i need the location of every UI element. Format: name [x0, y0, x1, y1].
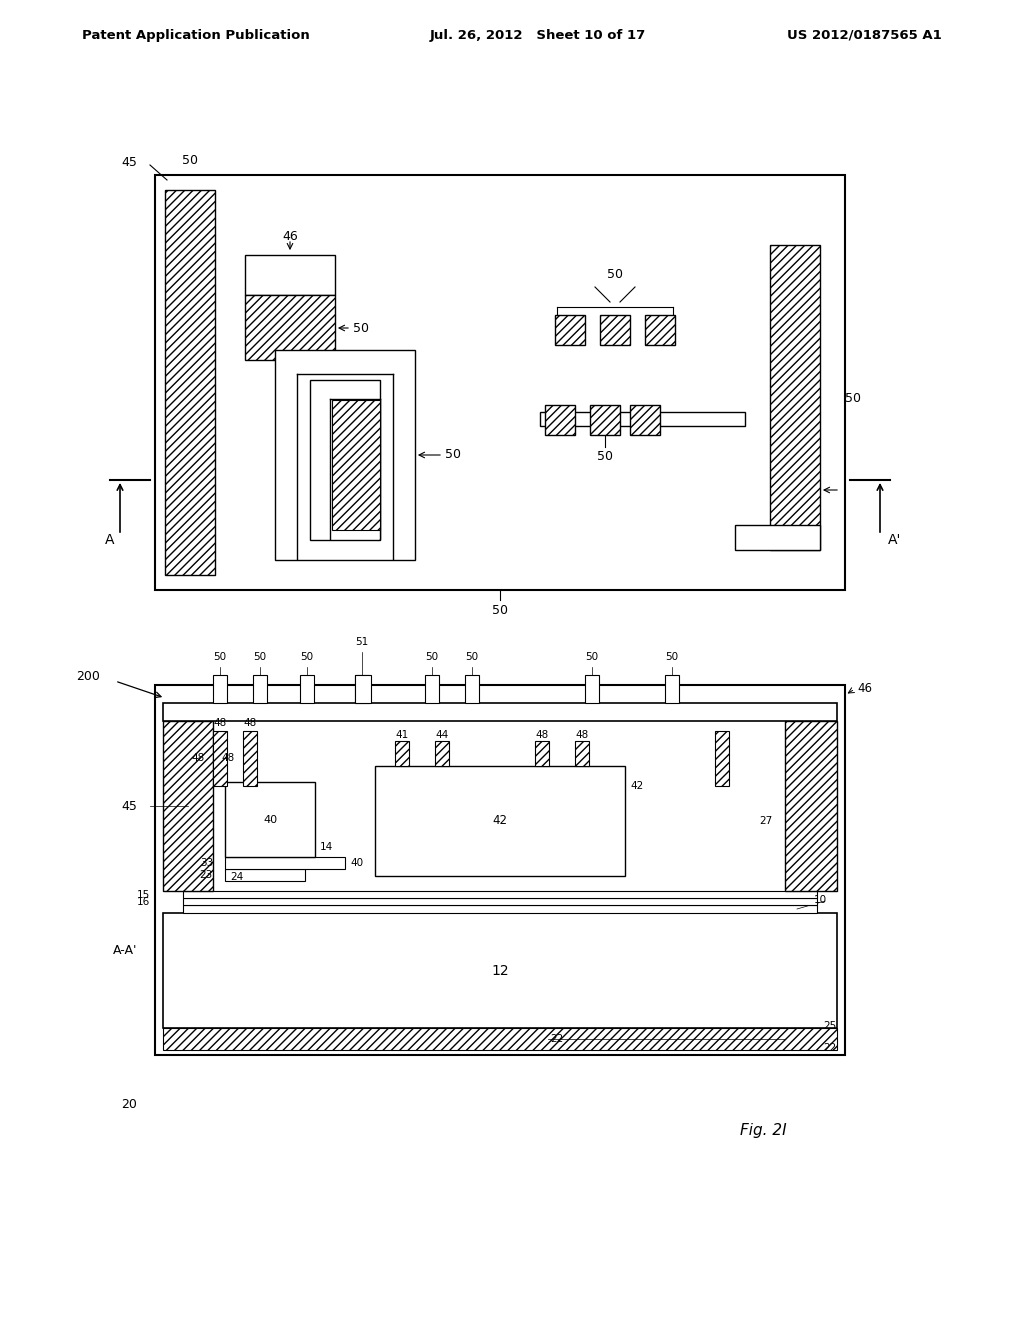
Text: US 2012/0187565 A1: US 2012/0187565 A1 — [787, 29, 942, 41]
Text: 48: 48 — [244, 718, 257, 729]
Bar — [375, 766, 625, 876]
Text: 50: 50 — [213, 652, 226, 663]
Text: 44: 44 — [435, 730, 449, 741]
Text: 46: 46 — [857, 681, 872, 694]
Bar — [425, 675, 439, 704]
Text: 50: 50 — [253, 652, 266, 663]
Bar — [535, 741, 549, 766]
Bar — [155, 685, 845, 1055]
Text: 25: 25 — [823, 1020, 837, 1031]
Bar — [330, 399, 380, 539]
Bar — [395, 741, 409, 766]
Text: 20: 20 — [121, 1098, 137, 1111]
Bar — [332, 400, 380, 531]
Text: 50: 50 — [353, 322, 369, 334]
Bar — [355, 675, 371, 704]
Text: 48: 48 — [536, 730, 549, 741]
Bar — [155, 176, 845, 590]
Text: 48: 48 — [213, 718, 226, 729]
Text: 22: 22 — [823, 1043, 837, 1053]
Bar — [600, 315, 630, 345]
Text: A: A — [105, 533, 115, 546]
Bar — [297, 374, 393, 558]
Bar — [630, 405, 660, 436]
Text: 50: 50 — [466, 652, 478, 663]
Bar — [665, 675, 679, 704]
Text: 50: 50 — [445, 449, 461, 462]
Text: 40: 40 — [350, 858, 364, 869]
Text: 48: 48 — [575, 730, 589, 741]
Bar — [770, 246, 820, 550]
Bar — [540, 412, 745, 426]
Bar — [225, 857, 345, 869]
Bar — [555, 315, 585, 345]
Bar — [575, 741, 589, 766]
Bar — [243, 731, 257, 785]
Text: 50: 50 — [492, 603, 508, 616]
Bar — [735, 525, 820, 550]
Bar — [225, 781, 315, 857]
Bar — [645, 315, 675, 345]
Text: 24: 24 — [230, 873, 244, 882]
Bar — [300, 675, 314, 704]
Text: 42: 42 — [630, 781, 643, 791]
Bar — [435, 741, 449, 766]
Bar — [183, 906, 817, 913]
Bar — [545, 405, 575, 436]
Bar — [183, 898, 817, 906]
Bar — [785, 721, 837, 891]
Text: 41: 41 — [395, 730, 409, 741]
Text: 33: 33 — [200, 858, 213, 869]
Text: Fig. 2I: Fig. 2I — [740, 1122, 786, 1138]
Text: 45: 45 — [121, 800, 137, 813]
Bar — [163, 913, 837, 1028]
Text: 12: 12 — [492, 964, 509, 978]
Text: 45: 45 — [121, 157, 137, 169]
Text: 48: 48 — [222, 752, 234, 763]
Bar — [465, 675, 479, 704]
Text: 50: 50 — [597, 450, 613, 463]
Bar — [355, 675, 369, 704]
Text: A': A' — [888, 533, 902, 546]
Bar — [225, 869, 305, 880]
Text: 16: 16 — [137, 898, 150, 907]
Text: 23: 23 — [200, 870, 213, 880]
Text: 46: 46 — [283, 231, 298, 243]
Bar — [253, 675, 267, 704]
Text: 50: 50 — [300, 652, 313, 663]
Text: 48: 48 — [191, 752, 205, 763]
Text: Jul. 26, 2012   Sheet 10 of 17: Jul. 26, 2012 Sheet 10 of 17 — [430, 29, 646, 41]
Bar — [213, 731, 227, 785]
Bar — [585, 675, 599, 704]
Bar — [245, 255, 335, 294]
Text: 50: 50 — [666, 652, 679, 663]
Bar — [163, 704, 837, 721]
Text: 40: 40 — [263, 814, 278, 825]
Text: 10: 10 — [814, 895, 827, 906]
Text: 27: 27 — [760, 816, 773, 826]
Bar — [310, 380, 380, 540]
Bar — [245, 294, 335, 360]
Bar — [163, 1028, 837, 1049]
Bar — [275, 350, 415, 560]
Text: 22: 22 — [550, 1034, 563, 1044]
Bar — [165, 190, 215, 576]
Text: 14: 14 — [319, 842, 333, 851]
Text: 51: 51 — [355, 638, 369, 647]
Text: 200: 200 — [76, 669, 100, 682]
Text: 42: 42 — [493, 814, 508, 828]
Text: 15: 15 — [137, 890, 150, 900]
Text: 50: 50 — [425, 652, 438, 663]
Bar — [163, 721, 213, 891]
Bar — [715, 731, 729, 785]
Text: A-A': A-A' — [113, 945, 137, 957]
Text: 50: 50 — [607, 268, 623, 281]
Text: 50: 50 — [845, 392, 861, 404]
Text: 50: 50 — [182, 153, 198, 166]
Bar — [213, 675, 227, 704]
Text: 50: 50 — [586, 652, 599, 663]
Bar — [590, 405, 620, 436]
Text: Patent Application Publication: Patent Application Publication — [82, 29, 309, 41]
Bar — [183, 891, 817, 898]
